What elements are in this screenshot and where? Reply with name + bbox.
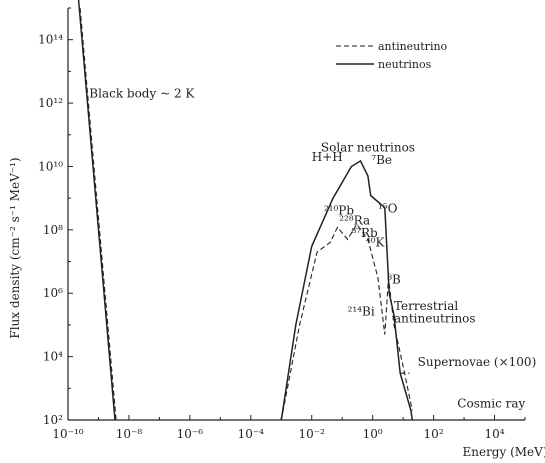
legend-label: neutrinos [378,58,432,71]
x-tick-label: 10⁻⁸ [116,427,143,441]
x-tick-label: 10⁴ [484,427,504,441]
y-tick-label: 10⁶ [43,286,63,300]
x-tick-label: 10⁻⁴ [238,427,265,441]
annotation-label: ²¹⁰Pb [324,204,355,218]
annotation-label: ⁸B [387,273,401,287]
legend-label: antineutrino [378,40,448,53]
y-tick-label: 10¹⁰ [38,159,63,173]
axes-frame [67,8,525,421]
annotation-label: Supernovae (×100) [418,355,537,369]
annotation-label: Terrestrial [394,299,458,313]
y-tick-label: 10² [43,413,63,427]
y-axis-title: Flux density (cm⁻² s⁻¹ MeV⁻¹) [8,157,22,338]
axis-ticks: 10⁻¹⁰ 10⁻⁸ 10⁻⁶ 10⁻⁴ 10⁻² 10⁰ 10² 10⁴ 10² 10⁴ 10⁶ 1… [38,7,526,441]
annotation-label: ⁴⁰K [366,235,386,249]
antineutrino-curve-1 [280,223,413,421]
annotation-label: Black body ~ 2 K [89,86,195,100]
x-axis-title: Energy (MeV) [462,445,545,459]
annotation-label: ²¹⁴Bi [348,304,375,318]
annotation-label: ⁸⁷Rb [351,226,378,240]
annotation-label: Cosmic ray [457,396,525,410]
y-tick-label: 10⁴ [43,350,63,364]
y-tick-label: 10¹² [38,96,63,110]
annotation-label: antineutrinos [394,311,476,325]
plot-series [77,0,516,421]
annotation-label: H+H [312,150,343,164]
annotation-label: ¹⁵O [378,202,398,216]
x-tick-label: 10⁰ [363,427,383,441]
neutrinos-curve-0 [77,0,116,421]
x-tick-label: 10⁻² [299,427,326,441]
antineutrino-curve-0 [79,7,117,421]
y-tick-label: 10⁸ [43,223,63,237]
annotation-label: ²²⁸Ra [339,213,370,227]
annotation-label: ⁷Be [371,153,392,167]
x-tick-label: 10⁻⁶ [177,427,204,441]
x-tick-label: 10² [424,427,444,441]
annotation-label: Solar neutrinos [321,140,415,154]
x-tick-label: 10⁻¹⁰ [52,427,83,441]
legend: antineutrino neutrinos [336,40,448,71]
y-tick-label: 10¹⁴ [38,33,63,47]
neutrinos-curve-1 [280,159,414,421]
